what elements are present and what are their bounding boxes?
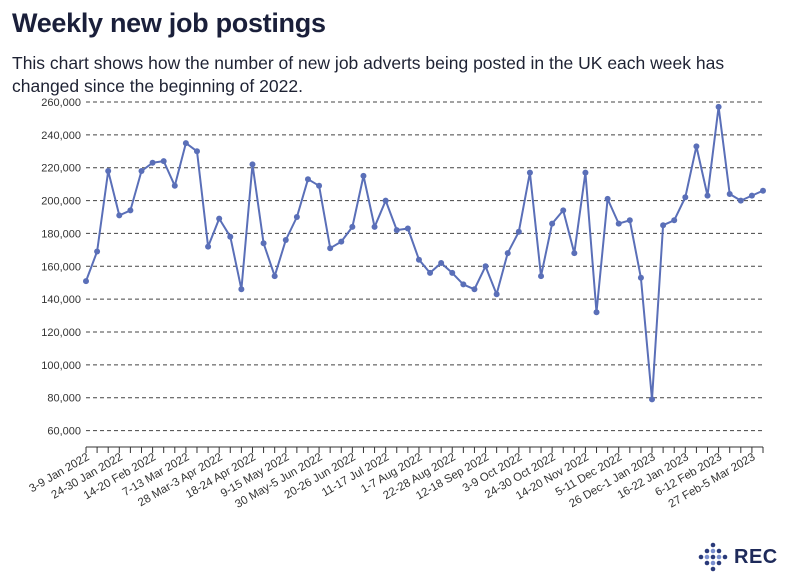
data-point: [615, 220, 622, 227]
logo-dot: [722, 554, 728, 560]
data-point: [149, 159, 156, 166]
data-point: [693, 143, 700, 150]
data-point: [393, 227, 400, 234]
y-axis-tick-labels: 60,000 80,000 100,000 120,000 140,000 160,000…: [41, 97, 81, 438]
data-point: [415, 256, 422, 263]
data-point: [338, 238, 345, 245]
data-point: [382, 197, 389, 204]
data-point: [349, 223, 356, 230]
data-point: [94, 248, 101, 255]
y-tick-label: 100,000: [41, 360, 81, 372]
data-point: [637, 274, 644, 281]
logo-dot: [710, 548, 716, 554]
data-point: [704, 192, 711, 199]
data-point: [304, 176, 311, 183]
rec-logo-text: REC: [734, 545, 778, 568]
data-point: [726, 191, 733, 197]
y-tick-label: 240,000: [41, 130, 81, 142]
data-point: [427, 269, 434, 276]
data-point: [271, 273, 278, 280]
data-point: [127, 207, 134, 214]
y-tick-label: 140,000: [41, 294, 81, 306]
data-point: [138, 168, 145, 174]
logo-dot: [704, 554, 710, 560]
data-point: [182, 140, 189, 147]
data-point: [193, 148, 200, 155]
y-tick-label: 180,000: [41, 228, 81, 240]
logo-dot: [716, 548, 722, 554]
logo-dot: [716, 560, 722, 566]
logo-dot: [710, 566, 716, 572]
y-tick-label: 220,000: [41, 163, 81, 175]
logo-dot: [710, 542, 716, 548]
chart-subtitle: This chart shows how the number of new j…: [12, 53, 725, 96]
data-point: [171, 182, 178, 189]
data-point: [604, 195, 611, 202]
data-point: [316, 182, 323, 189]
data-point: [538, 273, 545, 280]
data-point: [160, 158, 167, 165]
data-point: [671, 217, 678, 224]
data-point: [327, 245, 334, 252]
data-point: [360, 172, 367, 179]
data-point: [249, 161, 256, 168]
y-tick-label: 60,000: [47, 426, 81, 438]
data-point: [471, 286, 478, 293]
data-point: [737, 197, 744, 204]
logo-dot: [710, 554, 716, 560]
data-point: [626, 217, 633, 224]
y-tick-label: 200,000: [41, 196, 81, 208]
data-point: [715, 103, 722, 110]
data-point: [504, 250, 511, 257]
x-axis: [85, 446, 764, 453]
data-point: [293, 214, 300, 220]
data-point: [682, 194, 689, 201]
data-point: [460, 281, 467, 288]
data-point: [282, 237, 289, 243]
data-point: [238, 286, 245, 293]
rec-logo-icon: [698, 542, 728, 572]
data-point: [748, 192, 755, 199]
data-point: [105, 168, 112, 174]
data-point: [216, 215, 223, 222]
data-point: [371, 223, 378, 230]
y-tick-label: 160,000: [41, 261, 81, 273]
data-point: [760, 187, 766, 194]
line-chart: 60,000 80,000 100,000 120,000 140,000 160,000…: [27, 97, 766, 511]
data-point: [260, 240, 267, 247]
data-point: [560, 207, 567, 214]
series-line: [85, 105, 764, 401]
data-point: [660, 222, 667, 229]
chart-title: Weekly new job postings: [12, 8, 326, 38]
data-point: [649, 396, 656, 403]
data-point: [438, 260, 445, 266]
data-point: [571, 250, 578, 257]
data-point: [83, 278, 89, 285]
data-point: [227, 233, 234, 240]
data-point: [549, 220, 556, 227]
y-tick-label: 120,000: [41, 327, 81, 339]
logo-dot: [704, 560, 710, 566]
data-point: [116, 212, 123, 219]
y-tick-label: 80,000: [47, 393, 81, 405]
data-point: [449, 269, 456, 276]
data-point: [515, 228, 522, 235]
rec-logo: REC: [696, 542, 778, 572]
logo-dot: [710, 560, 716, 566]
data-point: [526, 169, 533, 176]
data-point: [493, 291, 500, 298]
data-point: [404, 225, 411, 232]
logo-dot: [704, 548, 710, 554]
y-tick-label: 260,000: [41, 97, 81, 109]
series-new-job-postings: [83, 103, 766, 403]
logo-dot: [698, 554, 704, 560]
data-point: [593, 309, 600, 316]
data-point: [482, 263, 489, 270]
logo-dot: [716, 554, 722, 560]
data-point: [582, 169, 589, 176]
data-point: [205, 243, 212, 250]
